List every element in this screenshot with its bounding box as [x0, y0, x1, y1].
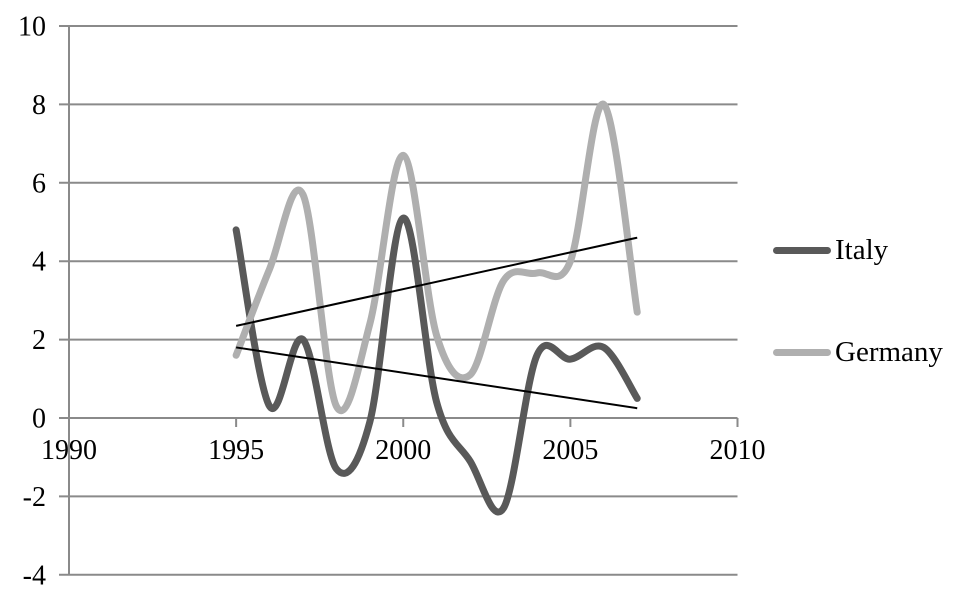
legend-item-germany: Germany [773, 334, 943, 370]
italy-series-line [232, 214, 641, 516]
y-axis-tick-label: 10 [18, 12, 46, 43]
germany-trendline [235, 236, 638, 327]
germany-series-line [232, 100, 641, 415]
italy-trendline [235, 346, 638, 410]
y-axis-tick-label: 4 [32, 247, 46, 278]
x-axis-tick-label: 1990 [41, 435, 97, 466]
x-axis-tick-label: 2005 [542, 435, 598, 466]
italy-legend-line [773, 246, 831, 254]
italy-legend-label: Italy [835, 234, 889, 266]
y-axis-tick-label: 2 [32, 325, 46, 356]
y-axis-tick-label: 6 [32, 168, 46, 199]
legend-item-italy: Italy [773, 232, 943, 268]
germany-legend-line [773, 348, 831, 356]
y-axis-tick-label: 0 [32, 404, 46, 435]
chart-legend: Italy Germany [773, 232, 943, 370]
y-axis-tick-label: -2 [23, 482, 46, 513]
y-axis-tick-label: -4 [23, 560, 46, 591]
germany-legend-label: Germany [835, 336, 943, 368]
x-axis-tick-label: 2010 [710, 435, 766, 466]
x-axis-tick-label: 2000 [375, 435, 431, 466]
x-axis-tick-label: 1995 [208, 435, 264, 466]
y-axis-tick-label: 8 [32, 90, 46, 121]
